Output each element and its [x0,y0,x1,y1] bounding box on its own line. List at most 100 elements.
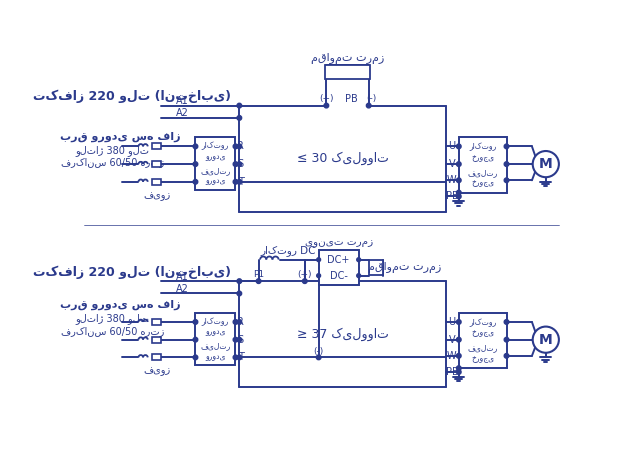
Text: W: W [447,176,456,185]
Circle shape [302,279,307,284]
Text: ≥ 37 کیلووات: ≥ 37 کیلووات [297,328,389,341]
Text: R: R [238,317,245,327]
Circle shape [324,104,329,108]
Bar [196,137,236,189]
Text: فیلتر
خروجی: فیلتر خروجی [468,343,498,363]
Text: T: T [238,352,244,362]
Text: یونیت ترمز: یونیت ترمز [305,238,372,248]
Bar [152,143,161,149]
Circle shape [456,144,461,148]
Text: برق ورودی سه فاز: برق ورودی سه فاز [60,132,181,142]
Circle shape [233,320,238,324]
Text: A1: A1 [176,96,189,106]
Text: راکتور DC: راکتور DC [260,245,315,256]
Text: V: V [448,335,455,345]
Circle shape [233,338,238,342]
Text: فیلتر
خروجی: فیلتر خروجی [468,168,498,187]
Circle shape [233,162,238,166]
Text: PE: PE [446,367,458,377]
Circle shape [456,354,461,358]
Circle shape [533,151,559,177]
Text: ≤ 30 کیلووات: ≤ 30 کیلووات [297,152,389,166]
Bar [459,137,507,193]
Circle shape [504,178,509,183]
Text: فیوز: فیوز [144,366,171,376]
Circle shape [237,104,241,108]
Text: W: W [447,351,456,361]
Circle shape [233,180,238,184]
Bar [152,179,161,185]
Text: ولتاژ 380 ولت: ولتاژ 380 ولت [75,145,149,156]
Text: ولتاژ 380 ولت: ولتاژ 380 ولت [75,313,149,324]
Text: PE: PE [446,191,458,202]
Circle shape [193,320,198,324]
Text: U: U [448,141,455,151]
Text: DC-: DC- [330,270,347,281]
Circle shape [504,338,509,342]
Text: S: S [238,159,244,169]
Circle shape [456,190,461,195]
Circle shape [193,162,198,166]
Bar [196,313,236,365]
Circle shape [256,279,261,284]
Text: U: U [448,317,455,327]
Circle shape [504,162,509,166]
Bar [152,161,161,167]
Bar [319,250,359,285]
Text: راکتور
ورودی: راکتور ورودی [202,317,229,337]
Text: فیوز: فیوز [144,191,171,202]
Text: مقاومت ترمز: مقاومت ترمز [368,262,441,273]
Text: تکفاز 220 ولت (انتخابی): تکفاز 220 ولت (انتخابی) [33,265,231,279]
Circle shape [533,327,559,353]
Text: (-): (-) [366,94,376,103]
Bar [152,319,161,325]
Circle shape [456,162,461,166]
Text: A1: A1 [176,271,189,282]
Circle shape [237,180,241,184]
Text: A2: A2 [176,108,189,118]
Circle shape [504,144,509,148]
Circle shape [193,355,198,360]
Bar [325,65,370,79]
Circle shape [456,178,461,183]
Text: فیلتر
ورودی: فیلتر ورودی [201,341,231,360]
Circle shape [233,144,238,148]
Text: M: M [539,157,552,171]
Circle shape [456,370,461,374]
Circle shape [237,338,241,342]
Circle shape [193,144,198,148]
Text: DC+: DC+ [327,255,350,265]
Bar [369,261,382,275]
Text: تکفاز 220 ولت (انتخابی): تکفاز 220 ولت (انتخابی) [33,90,231,103]
Text: S: S [238,335,244,345]
Circle shape [504,354,509,358]
Text: M: M [539,333,552,346]
Circle shape [237,144,241,148]
Circle shape [317,258,320,261]
Circle shape [317,355,321,360]
Text: راکتور
ورودی: راکتور ورودی [202,142,229,161]
Text: PB: PB [345,94,357,104]
Circle shape [237,116,241,120]
Circle shape [193,180,198,184]
Text: راکتور
خروجی: راکتور خروجی [469,318,497,338]
Circle shape [456,194,461,199]
Circle shape [233,355,238,360]
Circle shape [366,104,371,108]
Text: V: V [448,159,455,169]
Text: فیلتر
ورودی: فیلتر ورودی [201,166,231,185]
Circle shape [317,274,320,278]
Circle shape [237,320,241,324]
Circle shape [237,279,241,284]
Text: راکتور
خروجی: راکتور خروجی [469,143,497,162]
Text: (-): (-) [314,346,324,356]
Circle shape [357,274,361,278]
Bar [152,354,161,360]
Text: مقاومت ترمز: مقاومت ترمز [311,53,384,64]
Text: فرکانس 60/50 هرتز: فرکانس 60/50 هرتز [61,326,164,336]
Text: P1: P1 [253,270,264,279]
Circle shape [237,355,241,360]
Text: برق ورودی سه فاز: برق ورودی سه فاز [60,300,181,310]
Text: فرکانس 60/50 هرتز: فرکانس 60/50 هرتز [61,157,164,167]
Circle shape [456,366,461,370]
